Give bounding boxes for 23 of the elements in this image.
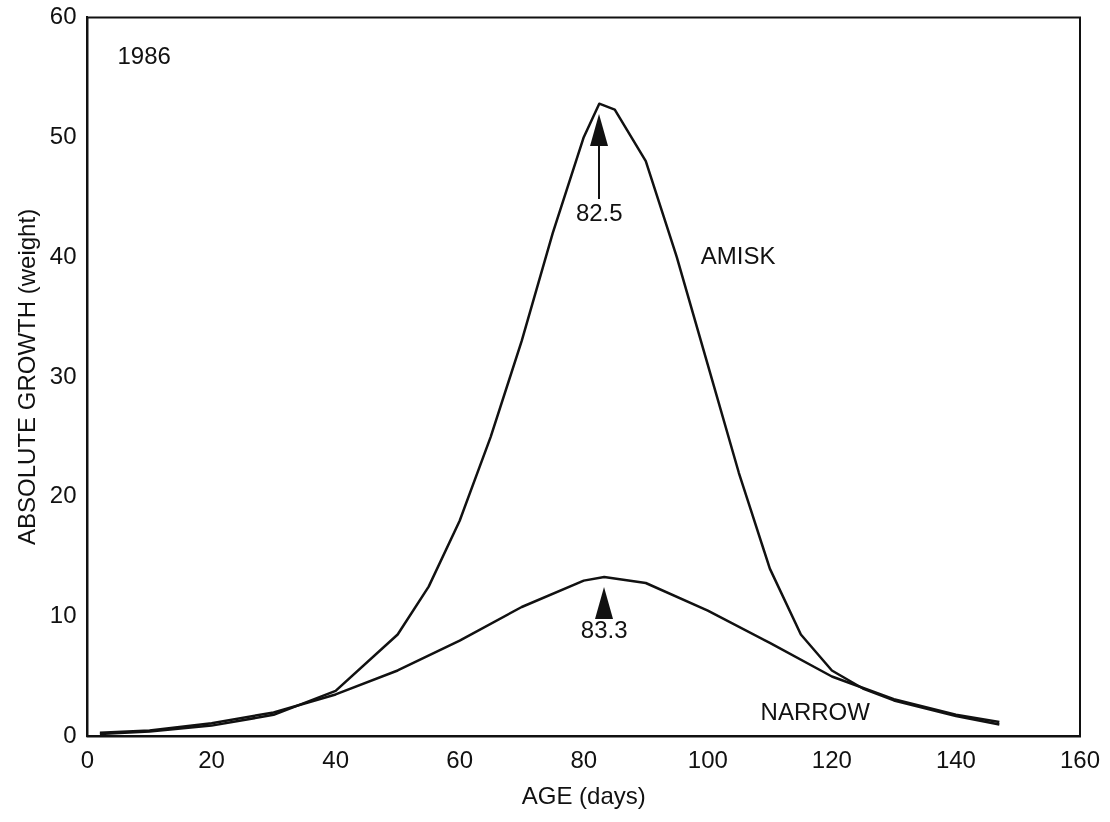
x-tick-label: 160 — [1059, 746, 1101, 774]
x-tick-label: 0 — [80, 746, 95, 774]
y-tick-label: 20 — [49, 481, 77, 509]
y-tick-label: 0 — [63, 721, 77, 749]
series-label: NARROW — [760, 697, 871, 725]
x-tick-label: 80 — [570, 746, 598, 774]
annotation: 82.5 — [575, 199, 623, 227]
x-axis-title: AGE (days) — [521, 782, 646, 810]
y-tick-label: 40 — [49, 241, 77, 269]
series-label: AMISK — [700, 241, 776, 269]
x-tick-label: 20 — [198, 746, 225, 774]
x-tick-label: 40 — [322, 746, 349, 774]
annotation: 83.3 — [580, 615, 628, 643]
y-tick-label: 60 — [49, 2, 77, 30]
x-tick-label: 140 — [935, 746, 976, 774]
x-tick-label: 100 — [687, 746, 728, 774]
x-tick-label: 120 — [811, 746, 852, 774]
x-tick-label: 60 — [446, 746, 474, 774]
y-tick-label: 50 — [49, 121, 77, 149]
y-axis-title: ABSOLUTE GROWTH (weight) — [13, 208, 41, 545]
annotation: 1986 — [117, 42, 171, 70]
y-tick-label: 10 — [49, 601, 77, 629]
y-tick-label: 30 — [49, 361, 77, 389]
